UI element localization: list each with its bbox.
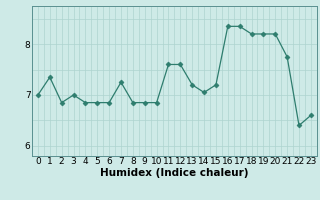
X-axis label: Humidex (Indice chaleur): Humidex (Indice chaleur) <box>100 168 249 178</box>
